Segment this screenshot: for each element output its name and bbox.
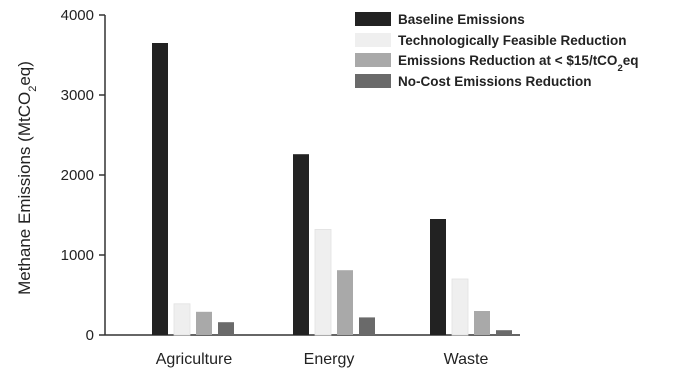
legend-swatch-cost15 bbox=[355, 53, 391, 67]
legend-swatch-feasible bbox=[355, 33, 391, 47]
legend: Baseline Emissions Technologically Feasi… bbox=[355, 12, 639, 89]
bar-waste-series-0 bbox=[430, 219, 446, 335]
legend-label-baseline: Baseline Emissions bbox=[398, 12, 525, 27]
legend-label-feasible: Technologically Feasible Reduction bbox=[398, 33, 627, 48]
legend-swatch-nocost bbox=[355, 74, 391, 88]
bar-agriculture-series-0 bbox=[152, 43, 168, 335]
y-axis-title: Methane Emissions (MtCO2eq) bbox=[15, 61, 39, 295]
bar-energy-series-2 bbox=[337, 270, 353, 335]
bar-waste-series-3 bbox=[496, 330, 512, 335]
bar-energy-series-3 bbox=[359, 317, 375, 335]
bar-agriculture-series-1 bbox=[173, 303, 191, 336]
bars bbox=[152, 43, 512, 336]
bar-waste-series-1 bbox=[451, 278, 469, 336]
bar-waste-series-2 bbox=[474, 311, 490, 335]
bar-agriculture-series-2 bbox=[196, 311, 212, 335]
legend-swatch-baseline bbox=[355, 12, 391, 26]
y-tick-label: 4000 bbox=[61, 7, 94, 24]
y-tick-label: 2000 bbox=[61, 167, 94, 184]
y-tick-label: 3000 bbox=[61, 87, 94, 104]
category-labels: Agriculture Energy Waste bbox=[156, 351, 489, 368]
category-label-agriculture: Agriculture bbox=[156, 351, 233, 368]
category-label-waste: Waste bbox=[444, 351, 489, 368]
y-tick-label: 1000 bbox=[61, 247, 94, 264]
y-ticks: 0 1000 2000 3000 4000 bbox=[61, 7, 105, 344]
bar-agriculture-series-3 bbox=[218, 322, 234, 335]
y-tick-label: 0 bbox=[86, 327, 94, 344]
category-label-energy: Energy bbox=[304, 351, 355, 368]
bar-energy-series-1 bbox=[314, 228, 332, 336]
legend-label-cost15: Emissions Reduction at < $15/tCO2eq bbox=[398, 53, 639, 74]
bar-energy-series-0 bbox=[293, 154, 309, 335]
legend-label-nocost: No-Cost Emissions Reduction bbox=[398, 74, 592, 89]
